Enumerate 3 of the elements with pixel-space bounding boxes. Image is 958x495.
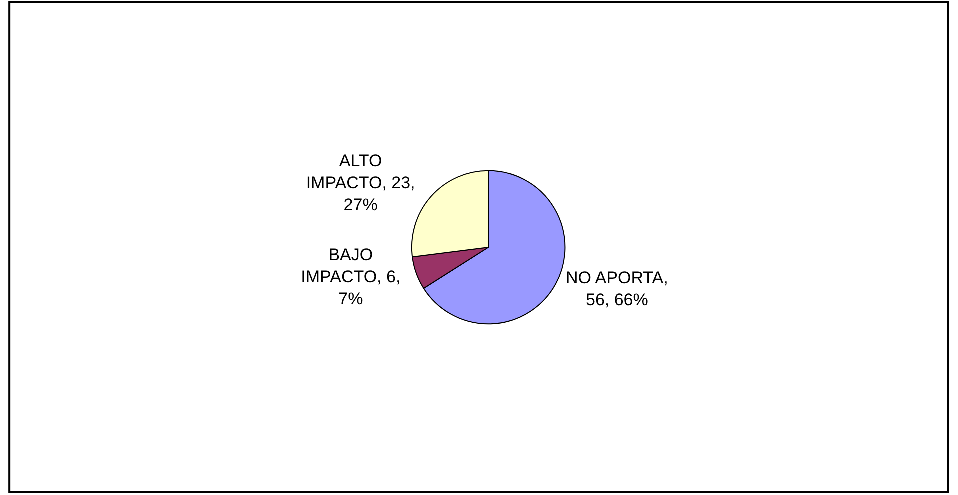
slice-label: ALTO IMPACTO, 23, 27% <box>306 151 416 215</box>
slice-label: NO APORTA, 56, 66% <box>566 268 668 310</box>
slice-label: BAJO IMPACTO, 6, 7% <box>301 245 401 309</box>
